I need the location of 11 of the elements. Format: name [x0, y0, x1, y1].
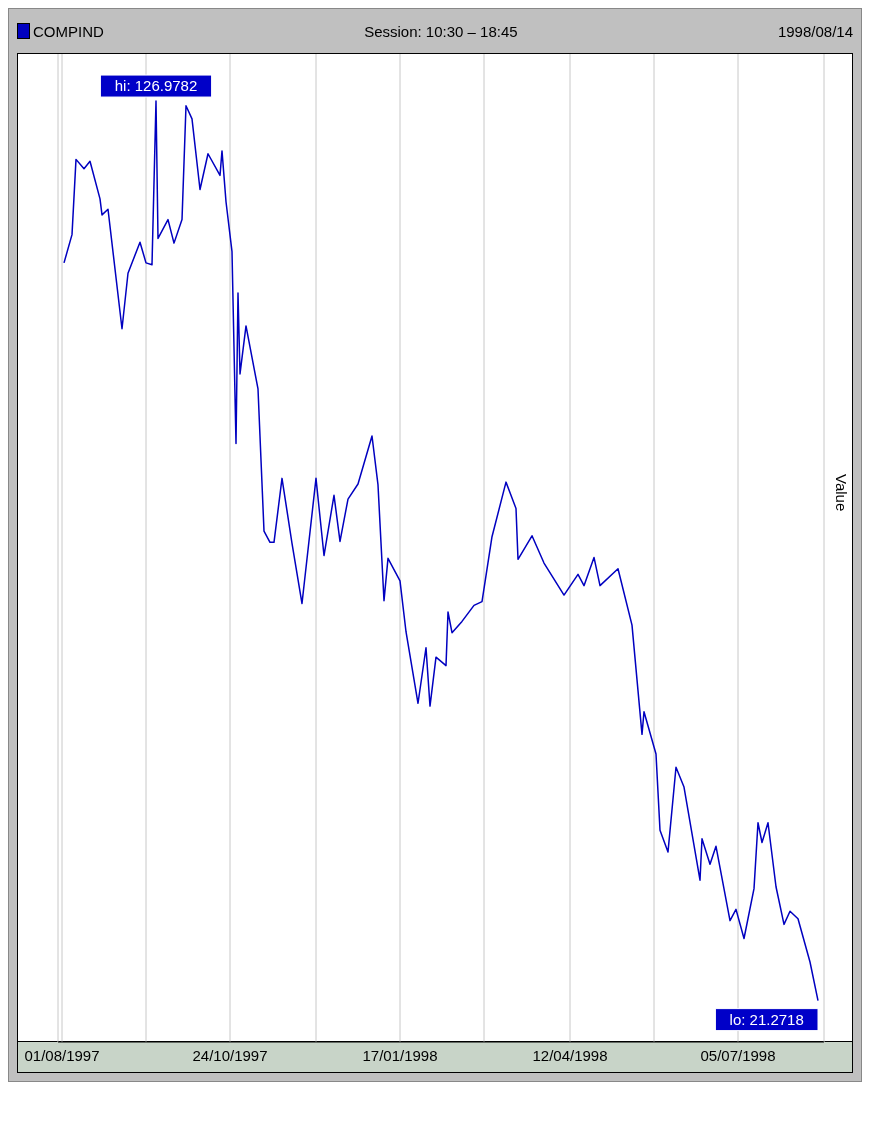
- x-tick-label: 17/01/1998: [362, 1046, 438, 1064]
- x-tick-label: 01/08/1997: [24, 1046, 100, 1064]
- legend-label: COMPIND: [33, 22, 104, 40]
- y-axis-title: Value: [833, 474, 850, 512]
- annotation: hi: 126.9782: [114, 77, 198, 95]
- annotation: lo: 21.2718: [729, 1010, 804, 1028]
- x-tick-label: 24/10/1997: [192, 1046, 268, 1064]
- chart-subtitle: Session: 10:30 – 18:45: [364, 22, 518, 40]
- x-tick-label: 05/07/1998: [700, 1046, 776, 1064]
- x-tick-label: 12/04/1998: [532, 1046, 608, 1064]
- text: 1998/08/14: [777, 22, 853, 40]
